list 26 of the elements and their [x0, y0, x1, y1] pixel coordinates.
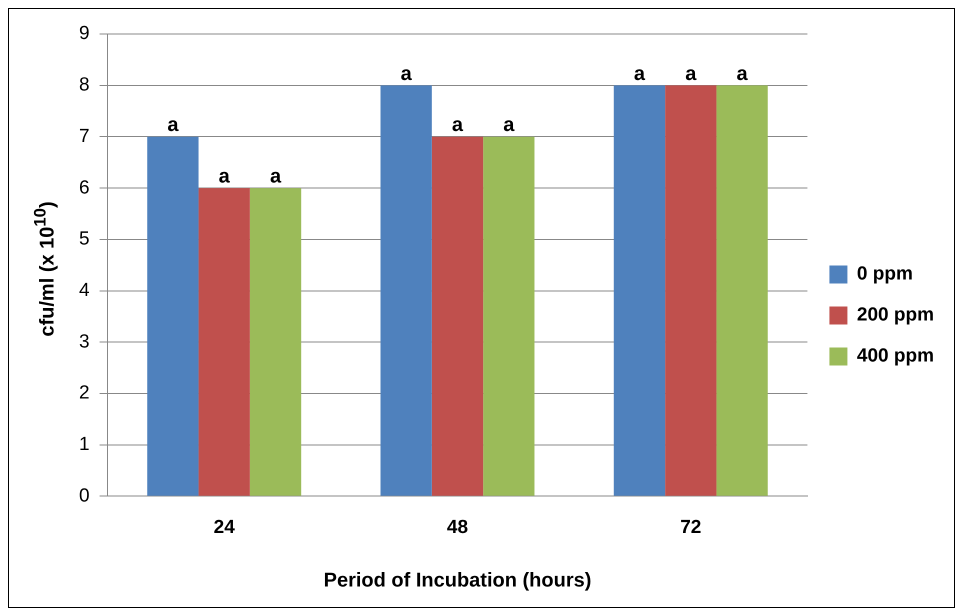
y-tick-label: 9 — [78, 23, 90, 44]
data-label: a — [685, 62, 698, 85]
data-label: a — [218, 166, 231, 188]
y-tick-label: 7 — [78, 126, 90, 147]
y-tick-label: 1 — [78, 434, 90, 456]
x-tick-label: 48 — [446, 516, 468, 538]
legend-label: 400 ppm — [856, 346, 934, 367]
data-label: a — [400, 62, 413, 85]
y-tick-label: 0 — [78, 485, 90, 506]
data-label: a — [452, 114, 464, 136]
y-tick-label: 3 — [78, 331, 90, 352]
x-axis-title: Period of Incubation (hours) — [324, 570, 592, 592]
data-label: a — [167, 114, 180, 136]
y-tick-label: 5 — [78, 228, 90, 250]
x-tick-label: 72 — [680, 516, 702, 538]
data-label: a — [503, 114, 516, 136]
y-tick-label: 4 — [78, 280, 90, 302]
y-tick-label: 2 — [78, 382, 90, 404]
x-tick-label: 24 — [214, 516, 236, 538]
data-label: a — [736, 62, 749, 85]
legend-label: 200 ppm — [856, 304, 934, 326]
data-label: a — [634, 62, 646, 85]
y-tick-label: 8 — [78, 74, 90, 96]
data-label: a — [270, 166, 282, 188]
legend-label: 0 ppm — [856, 264, 913, 285]
y-tick-label: 6 — [78, 177, 90, 198]
